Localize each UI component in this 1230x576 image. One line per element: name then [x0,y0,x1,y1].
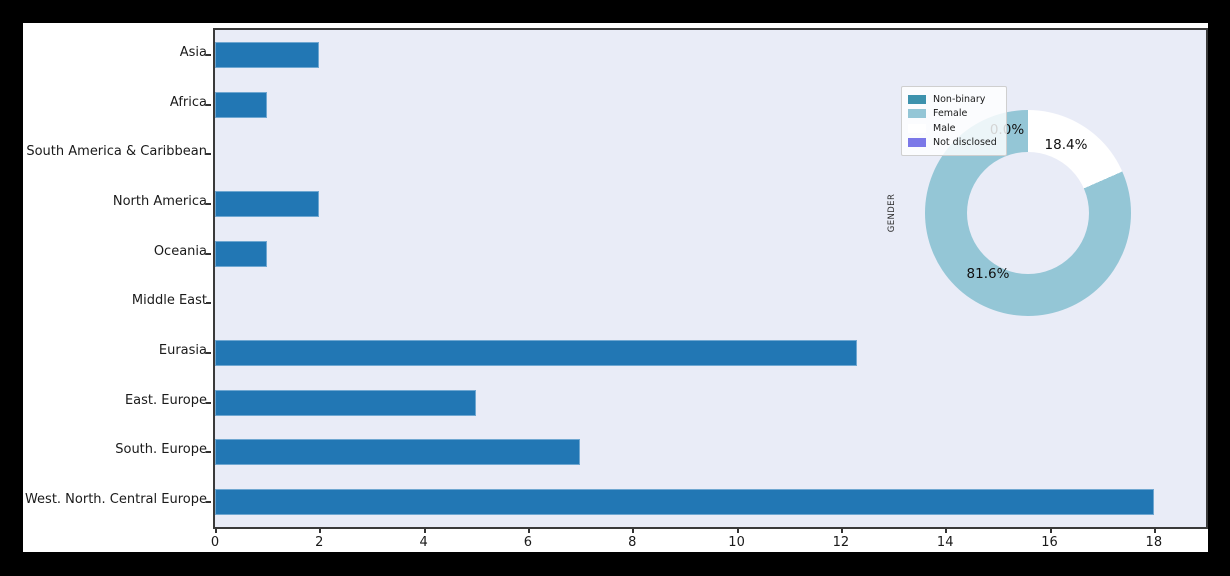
bar-category-label: Middle East [131,293,207,309]
y-tick-mark [206,202,211,205]
x-tick-mark [736,529,739,533]
bar-chart-axes: 0 2 4 6 8 10 12 14 16 18 GENDER 0.0% 18.4% 81.6% … [206,28,1208,550]
y-tick-mark [206,352,211,355]
y-tick-mark [206,501,211,504]
legend-label: Not disclosed [933,137,997,149]
bar-south-europe [215,439,581,466]
bar-east-europe [215,389,476,416]
y-tick-mark [206,401,211,404]
bar-category-label: South America & Caribbean [26,144,207,160]
chart-figure: Asia Africa South America & Caribbean North… [23,23,1208,552]
legend-label: Non-binary [933,93,986,105]
x-tick-label: 2 [315,535,324,550]
bar-category-label: Africa [169,94,207,110]
x-tick-label: 10 [728,535,745,550]
x-tick-label: 12 [832,535,850,550]
legend-swatch-icon [908,109,926,119]
y-tick-mark [206,302,211,305]
x-tick-label: 0 [210,535,220,550]
x-tick-label: 18 [1145,535,1163,550]
bar-asia [215,41,320,68]
x-tick-label: 6 [523,535,533,550]
legend-item-non-binary: Non-binary [908,92,997,107]
x-tick-mark [840,529,843,533]
y-tick-mark [206,53,211,56]
y-tick-mark [206,252,211,255]
legend-item-female: Female [908,107,997,122]
x-tick-mark [1049,529,1052,533]
pie-pct-label-female: 81.6% [966,266,1010,282]
legend-swatch-icon [908,138,926,148]
bar-category-label: West. North. Central Europe [24,492,207,508]
legend-swatch-icon [908,123,926,133]
pie-ylabel: GENDER [887,193,897,233]
x-tick-label: 8 [628,535,637,550]
x-tick-label: 4 [419,535,428,550]
y-tick-mark [206,451,211,454]
x-tick-mark [632,529,635,533]
x-tick-mark [319,529,322,533]
bar-category-label: Asia [179,44,207,60]
bar-category-label: East. Europe [124,392,207,408]
bar-eurasia [215,340,857,367]
bar-africa [215,91,268,118]
x-tick-mark [527,529,530,533]
y-tick-mark [206,103,211,106]
x-tick-label: 14 [936,535,954,550]
y-tick-mark [206,153,211,156]
legend-label: Female [933,108,968,120]
bar-west-north-central-europe [215,489,1154,516]
x-tick-mark [215,529,217,533]
bar-category-label: North America [112,193,207,209]
pie-pct-label-male: 18.4% [1044,137,1088,153]
bar-category-label: Oceania [153,243,207,259]
x-tick-mark [945,529,948,533]
bar-category-label: Eurasia [158,343,207,359]
bar-north-america [215,190,320,217]
x-tick-mark [1153,529,1156,533]
legend-item-male: Male [908,121,997,136]
x-tick-label: 16 [1041,535,1058,550]
legend-item-not-disclosed: Not disclosed [908,136,997,151]
bar-category-label: South. Europe [115,442,207,458]
legend-label: Male [933,122,956,134]
x-tick-mark [423,529,426,533]
pie-legend: Non-binary Female Male Not disclosed [901,86,1007,156]
donut-hole [967,152,1089,274]
legend-swatch-icon [908,94,926,104]
bar-oceania [215,240,268,267]
